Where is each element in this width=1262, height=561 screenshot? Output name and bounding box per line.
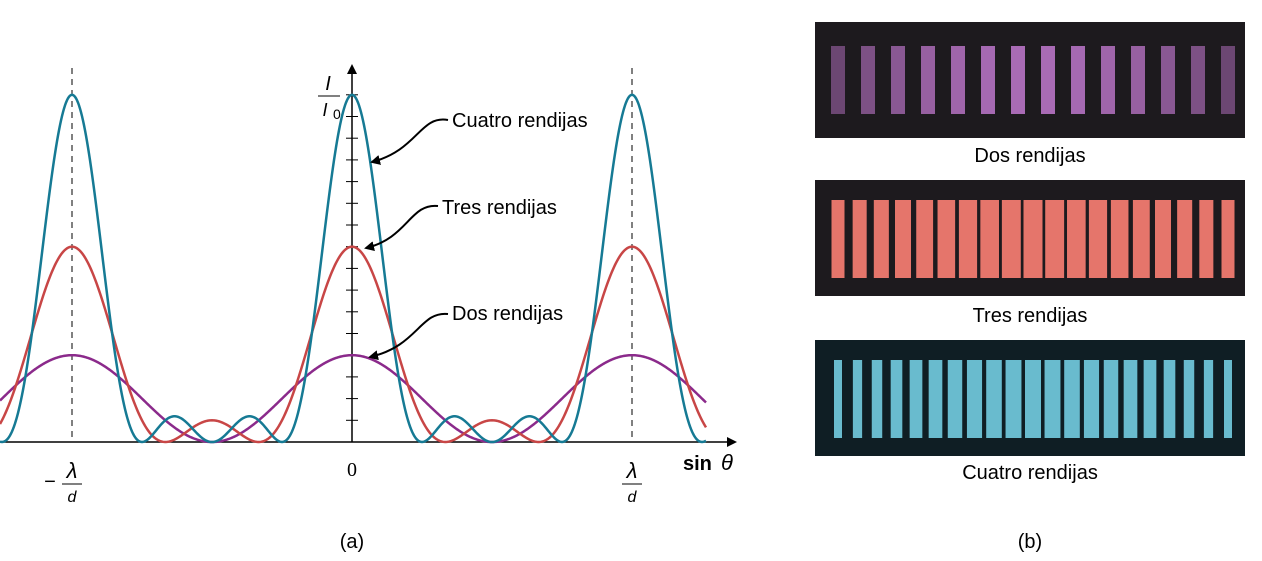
fringe — [1155, 200, 1171, 278]
fringe — [1067, 200, 1086, 278]
fringe — [1163, 360, 1176, 438]
fringe — [890, 360, 903, 438]
fringe — [1183, 360, 1195, 438]
fringe — [1071, 46, 1085, 114]
fringe — [916, 200, 934, 278]
fringe — [1131, 46, 1145, 114]
fringe — [1083, 360, 1100, 438]
fringe — [951, 46, 965, 114]
fringe — [873, 200, 889, 278]
curve-label: Cuatro rendijas — [452, 110, 588, 132]
fringe — [980, 200, 999, 278]
x-label-denominator: d — [628, 489, 638, 506]
fringe — [871, 360, 883, 438]
fringe — [958, 200, 978, 278]
fringe — [1044, 360, 1061, 438]
arrow — [370, 118, 449, 165]
fringe — [1001, 200, 1021, 278]
fringe — [1221, 200, 1235, 278]
fringe — [1025, 360, 1041, 438]
fringe — [831, 46, 845, 114]
photo-caption: Cuatro rendijas — [962, 462, 1098, 484]
x-axis-symbol: θ — [721, 450, 733, 475]
y-label-subscript: 0 — [333, 106, 341, 122]
fringe — [1041, 46, 1055, 114]
panel-a: I I 0 Cuatro rendijas Tres rendijas Dos … — [0, 64, 737, 553]
curve-label: Tres rendijas — [442, 197, 557, 219]
fringe — [1064, 360, 1080, 438]
x-label-denominator: d — [68, 489, 78, 506]
arrow — [364, 204, 439, 252]
fringe — [937, 200, 956, 278]
fringe — [1101, 46, 1115, 114]
fringe — [1011, 46, 1025, 114]
fringe — [1132, 200, 1150, 278]
intensity-curve — [0, 93, 707, 444]
fringe — [834, 360, 842, 438]
fringe — [1143, 360, 1157, 438]
fringe — [1103, 360, 1119, 438]
fringe — [928, 360, 943, 438]
fringe — [1123, 360, 1138, 438]
fringe — [1110, 200, 1129, 278]
fringe — [1005, 360, 1022, 438]
fringe — [1088, 200, 1108, 278]
y-label-denominator: I — [322, 100, 327, 120]
x-label-numerator: λ — [626, 458, 638, 483]
fringe — [891, 46, 905, 114]
photo — [815, 22, 1245, 138]
fringe — [861, 46, 875, 114]
fringe — [966, 360, 983, 438]
fringe — [1203, 360, 1214, 438]
fringe — [852, 360, 863, 438]
caption: (a) — [340, 531, 364, 553]
arrow — [368, 312, 449, 361]
caption: (b) — [1018, 531, 1042, 553]
fringe — [921, 46, 935, 114]
x-label-sign: − — [44, 471, 56, 493]
fringe — [895, 200, 911, 278]
fringe — [1199, 200, 1214, 278]
intensity-curve — [0, 245, 708, 444]
fringe — [1191, 46, 1205, 114]
curve-label: Dos rendijas — [452, 303, 563, 325]
fringe — [852, 200, 867, 278]
fringe — [1023, 200, 1043, 278]
fringe — [1161, 46, 1175, 114]
fringe — [1224, 360, 1232, 438]
panel-b: Dos rendijas Tres rendijas Cuatro rendij… — [815, 22, 1245, 553]
x-axis-label: sin — [683, 453, 712, 475]
x-label-zero: 0 — [347, 459, 357, 481]
fringe — [1221, 46, 1235, 114]
y-label-numerator: I — [325, 73, 331, 95]
fringe — [909, 360, 923, 438]
fringe — [986, 360, 1002, 438]
photo-caption: Tres rendijas — [973, 305, 1088, 327]
fringe — [1045, 200, 1065, 278]
x-label-numerator: λ — [66, 458, 78, 483]
fringe — [947, 360, 963, 438]
fringe — [1177, 200, 1193, 278]
fringe — [831, 200, 845, 278]
photo-caption: Dos rendijas — [974, 145, 1085, 167]
fringe — [981, 46, 995, 114]
